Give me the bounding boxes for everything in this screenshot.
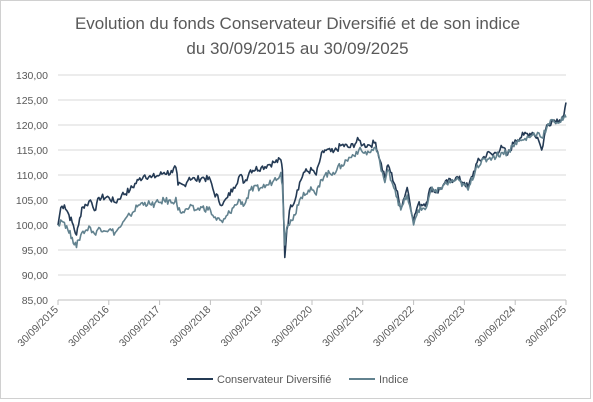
x-tick-label: 30/09/2018 <box>168 304 214 350</box>
y-tick-label: 95,00 <box>22 245 48 257</box>
x-tick-label: 30/09/2017 <box>117 304 163 350</box>
legend-label: Indice <box>379 374 408 386</box>
x-tick-label: 30/09/2019 <box>219 304 265 350</box>
chart-title-line2: du 30/09/2015 au 30/09/2025 <box>186 39 409 58</box>
x-tick-label: 30/09/2020 <box>269 304 315 350</box>
x-tick-label: 30/09/2025 <box>523 304 569 350</box>
x-tick-label: 30/09/2022 <box>371 304 417 350</box>
y-tick-label: 120,00 <box>16 120 48 132</box>
y-tick-label: 105,00 <box>16 195 48 207</box>
series-line-indice <box>57 114 567 249</box>
y-tick-label: 85,00 <box>22 295 48 307</box>
x-tick-label: 30/09/2016 <box>66 304 112 350</box>
chart-title: Evolution du fonds Conservateur Diversif… <box>1 11 593 61</box>
y-tick-label: 130,00 <box>16 70 48 82</box>
x-tick-label: 30/09/2021 <box>320 304 366 350</box>
legend-label: Conservateur Diversifié <box>217 374 331 386</box>
y-tick-label: 90,00 <box>22 270 48 282</box>
x-tick-label: 30/09/2024 <box>473 304 519 350</box>
y-tick-label: 100,00 <box>16 220 48 232</box>
x-tick-label: 30/09/2023 <box>422 304 468 350</box>
x-tick-label: 30/09/2015 <box>15 304 61 350</box>
chart-title-line1: Evolution du fonds Conservateur Diversif… <box>74 14 521 33</box>
y-tick-label: 125,00 <box>16 95 48 107</box>
series-line-conservateur-diversifie <box>57 102 567 259</box>
y-tick-label: 115,00 <box>17 145 48 157</box>
y-tick-label: 110,00 <box>17 170 48 182</box>
